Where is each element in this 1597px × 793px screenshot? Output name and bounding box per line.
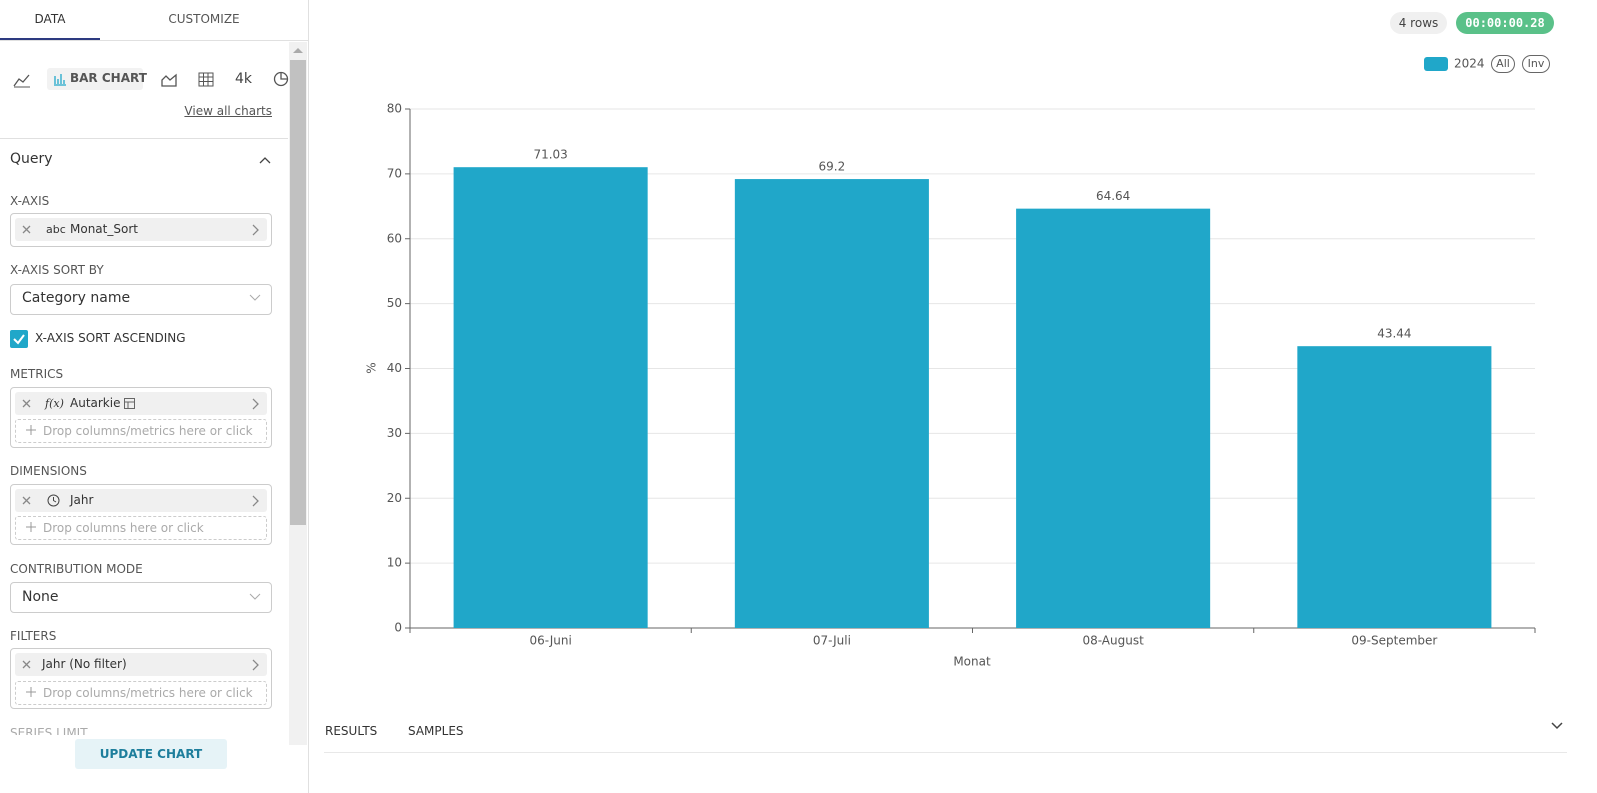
y-tick-label: 80 [387,102,402,116]
drop-zone[interactable]: Drop columns/metrics here or click [15,419,267,443]
scrollbar-thumb[interactable] [290,60,306,525]
view-all-link[interactable]: View all charts [184,104,272,118]
x-tick-label: 06-Juni [529,634,571,648]
dimension-pill[interactable] [15,489,267,512]
active-chart-bg[interactable] [47,68,143,90]
table-icon[interactable] [198,72,214,87]
tab-data[interactable]: DATA [0,0,100,40]
field-label: X-AXIS SORT BY [10,263,104,277]
x-axis-label: Monat [953,655,991,669]
area-chart-icon[interactable] [161,72,177,87]
divider [0,138,288,139]
plus-icon [26,687,36,697]
field-label: CONTRIBUTION MODE [10,562,143,576]
select[interactable] [10,582,272,613]
y-tick-label: 50 [387,296,402,310]
field-label: METRICS [10,367,64,381]
dimension-name: Jahr [70,493,94,507]
calc-icon [124,398,135,409]
arrow-icon[interactable] [251,495,259,507]
filter-pill[interactable] [15,653,267,676]
remove-icon[interactable] [22,660,31,669]
data-label: 71.03 [533,148,567,162]
remove-icon[interactable] [22,399,31,408]
data-label: 64.64 [1096,189,1130,203]
y-tick-label: 20 [387,491,402,505]
legend-label: 2024 [1454,57,1485,71]
field-label: FILTERS [10,629,57,643]
drop-zone[interactable]: Drop columns/metrics here or click [15,681,267,705]
field-label: X-AXIS [10,194,50,208]
y-tick-label: 0 [394,621,402,635]
drop-placeholder: Drop columns/metrics here or click [43,686,253,700]
y-axis-label: % [365,362,379,373]
big-number-icon[interactable]: 4k [235,71,253,87]
active-chart[interactable]: BAR CHART [70,71,147,85]
timer: 00:00:00.28 [1456,12,1554,34]
tab-divider [0,40,308,41]
checkbox[interactable] [10,330,28,348]
legend-all[interactable]: All [1491,55,1515,73]
select-value: Category name [22,290,131,306]
data-label: 43.44 [1377,327,1411,341]
plus-icon [26,425,36,435]
y-tick-label: 60 [387,231,402,245]
row-count: 4 rows [1390,12,1447,34]
y-tick-label: 70 [387,166,402,180]
filter-name: Jahr (No filter) [42,657,127,671]
data-label: 69.2 [819,160,846,174]
select-value: None [22,589,59,605]
checkbox-label: X-AXIS SORT ASCENDING [35,331,186,345]
time-icon [47,494,60,507]
arrow-icon[interactable] [251,659,259,671]
results-tab[interactable]: RESULTS [325,724,378,738]
sidebar: DATA CUSTOMIZE BAR CHART 4k View all cha… [0,0,309,793]
bar-chart-icon [54,74,66,86]
select[interactable] [10,284,272,315]
y-tick-label: 10 [387,556,402,570]
type-icon: abc [46,223,66,236]
x-axis-column: Monat_Sort [70,222,138,236]
legend-swatch [1424,57,1448,71]
plus-icon [26,522,36,532]
metric-name: Autarkie [70,396,121,410]
arrow-icon[interactable] [251,224,259,236]
y-tick-label: 40 [387,361,402,375]
expand-icon[interactable] [1551,722,1563,730]
arrow-icon[interactable] [251,398,259,410]
field-label: DIMENSIONS [10,464,87,478]
x-tick-label: 08-August [1082,634,1144,648]
tab-divider [324,752,1567,753]
legend-inv[interactable]: Inv [1522,55,1550,73]
drop-placeholder: Drop columns here or click [43,521,204,535]
drop-zone[interactable]: Drop columns here or click [15,516,267,540]
y-tick-label: 30 [387,426,402,440]
scroll-up[interactable] [293,47,303,54]
samples-tab[interactable]: SAMPLES [408,724,464,738]
metric-pill[interactable] [15,392,267,415]
x-tick-label: 07-Juli [813,634,851,648]
x-axis-pill[interactable] [15,218,267,241]
type-icon: f(x) [45,397,64,410]
section-title: Query [10,151,53,167]
pie-icon[interactable] [273,71,289,87]
bar [1297,346,1492,628]
remove-icon[interactable] [22,225,31,234]
dropdown-icon[interactable] [249,593,261,601]
tab-customize[interactable]: CUSTOMIZE [168,12,240,26]
line-chart-icon[interactable] [13,72,31,88]
drop-placeholder: Drop columns/metrics here or click [43,424,253,438]
x-tick-label: 09-September [1351,634,1437,648]
bar [1016,208,1211,628]
bar [453,167,648,628]
collapse-icon[interactable] [259,155,271,165]
update-button[interactable]: UPDATE CHART [75,739,227,769]
dropdown-icon[interactable] [249,294,261,302]
remove-icon[interactable] [22,496,31,505]
bar [734,179,929,628]
